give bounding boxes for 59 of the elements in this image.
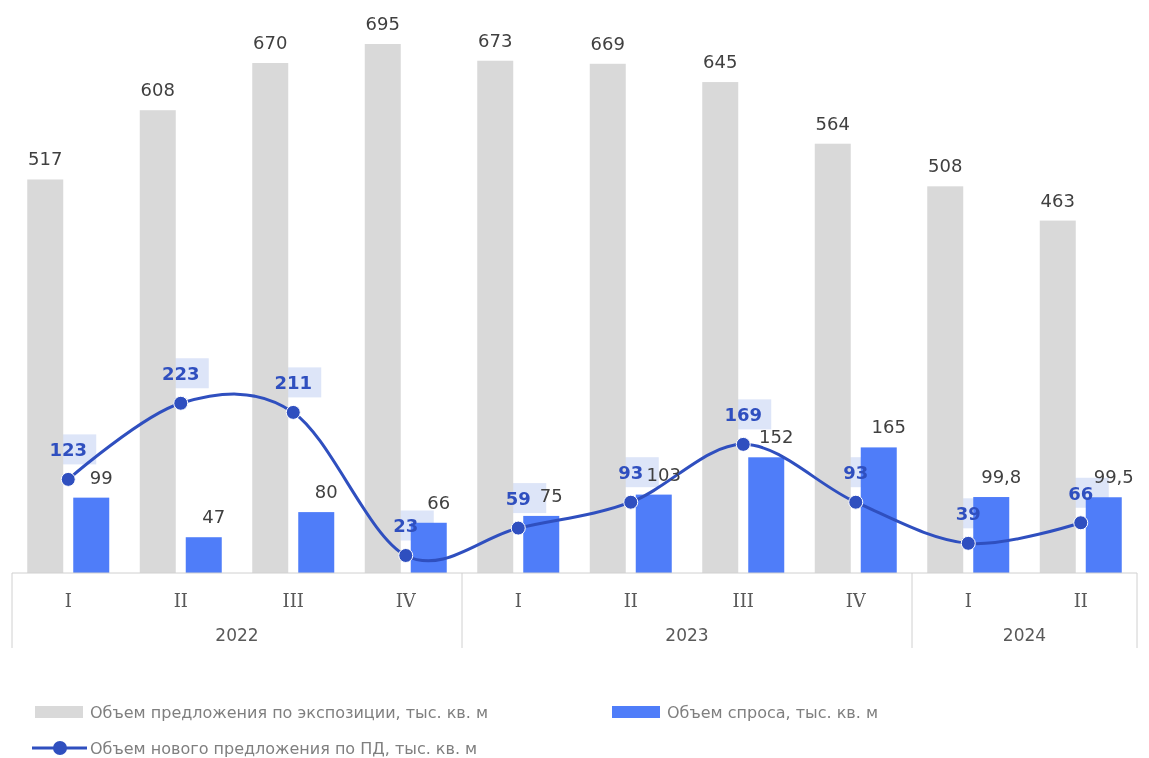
text: 2022 xyxy=(215,625,259,645)
bar xyxy=(748,457,785,573)
point xyxy=(510,520,526,536)
data-label: 123 xyxy=(49,439,88,461)
data-label: 99,8 xyxy=(981,466,1022,488)
legend-label: Объем спроса, тыс. кв. м xyxy=(667,703,878,722)
data-label: 670 xyxy=(253,32,288,54)
point xyxy=(735,436,751,452)
data-label: 93 xyxy=(618,462,644,484)
point xyxy=(1073,515,1089,531)
data-label: 645 xyxy=(703,51,738,73)
point xyxy=(60,471,76,487)
point xyxy=(960,535,976,551)
x-tick-label: I xyxy=(964,590,972,611)
data-label: 508 xyxy=(928,155,963,177)
data-label: 564 xyxy=(815,112,850,134)
data-label: 59 xyxy=(505,488,531,510)
x-tick-label: III xyxy=(732,590,754,611)
data-label: 608 xyxy=(140,79,175,101)
data-label: 165 xyxy=(871,416,906,438)
bar xyxy=(185,537,222,573)
point xyxy=(848,494,864,510)
data-label: 99 xyxy=(89,466,113,488)
x-tick-label: I xyxy=(64,590,72,611)
data-label: 669 xyxy=(590,32,625,54)
legend-label: Объем предложения по экспозиции, тыс. кв. м xyxy=(90,703,488,722)
data-label: 211 xyxy=(274,372,313,394)
data-label: 103 xyxy=(646,463,681,485)
point xyxy=(173,395,189,411)
data-label: 47 xyxy=(202,506,226,528)
x-tick-label: IV xyxy=(845,590,867,611)
data-label: 517 xyxy=(28,148,63,170)
data-label: 223 xyxy=(161,363,200,385)
data-label: 99,5 xyxy=(1093,466,1134,488)
x-tick-label: III xyxy=(282,590,304,611)
bar xyxy=(635,494,672,573)
text: 2024 xyxy=(1002,625,1047,645)
data-label: 463 xyxy=(1040,189,1075,211)
bar xyxy=(73,497,110,573)
data-label: 23 xyxy=(393,515,419,537)
x-tick-label: II xyxy=(1073,590,1088,611)
x-tick-label: II xyxy=(623,590,638,611)
data-label: 66 xyxy=(1068,482,1094,504)
bar xyxy=(298,512,335,573)
data-label: 152 xyxy=(759,426,794,448)
data-label: 80 xyxy=(314,481,338,503)
data-label: 75 xyxy=(539,484,563,506)
data-label: 169 xyxy=(724,404,763,426)
data-label: 673 xyxy=(478,29,513,51)
point xyxy=(285,404,301,420)
data-label: 695 xyxy=(365,13,400,34)
text: 2023 xyxy=(665,625,709,645)
point xyxy=(623,494,639,510)
point xyxy=(398,547,414,563)
x-tick-label: I xyxy=(514,590,522,611)
x-tick-label: II xyxy=(173,590,188,611)
data-label: 66 xyxy=(427,491,451,513)
x-tick-label: IV xyxy=(395,590,417,611)
legend-label: Объем нового предложения по ПД, тыс. кв. м xyxy=(90,739,478,758)
